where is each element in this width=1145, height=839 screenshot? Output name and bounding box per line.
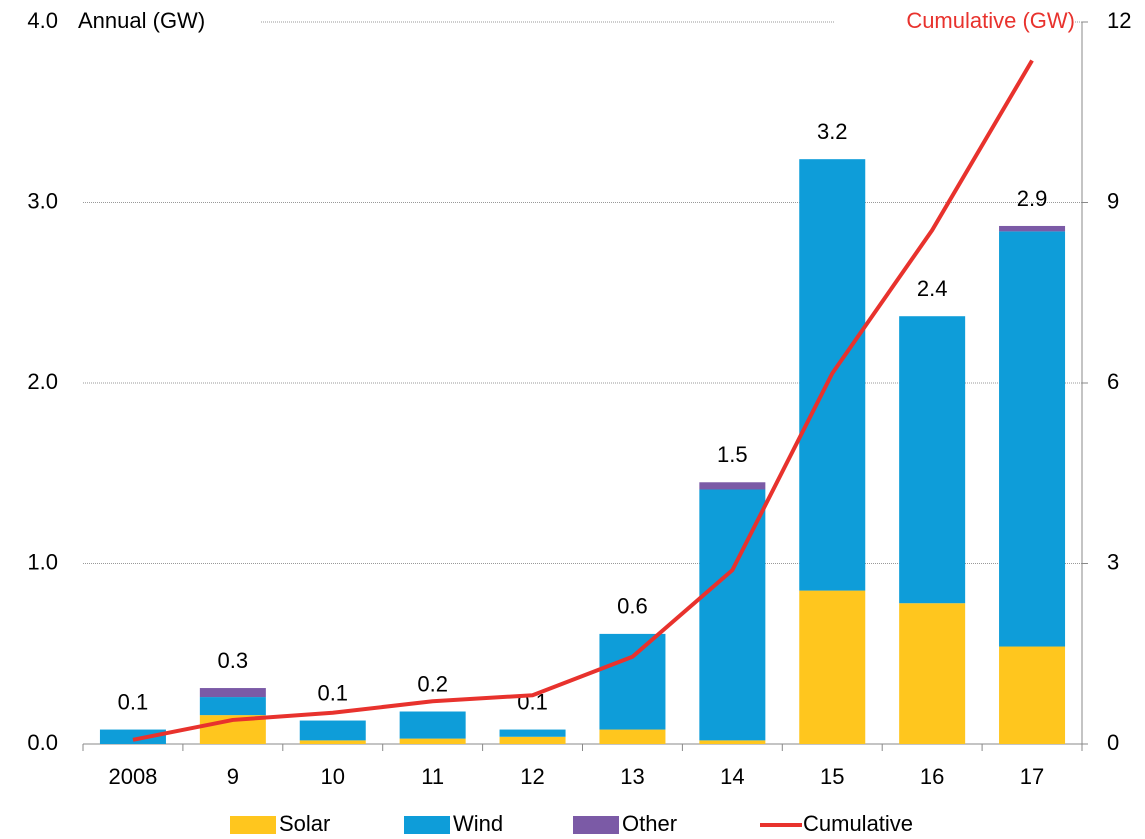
bar-segment [599,633,666,730]
bar-segment [799,590,866,744]
title-bg [70,6,260,40]
x-tick-label: 16 [920,764,944,789]
bar-segment [399,738,466,744]
bar-segment [699,482,766,490]
legend-swatch [404,816,450,834]
bar-segment [999,646,1066,744]
x-tick-label: 2008 [108,764,157,789]
x-tick-label: 10 [321,764,345,789]
y-tick-label: 2.0 [27,369,58,394]
total-label: 0.3 [218,648,249,673]
y-axis-title: Annual (GW) [78,8,205,33]
bar-segment [599,729,666,744]
bar-segment [299,740,366,744]
y2-tick-label: 6 [1107,369,1119,394]
x-tick-label: 14 [720,764,744,789]
bar-segment [899,603,966,744]
x-tick-label: 17 [1020,764,1044,789]
bar-segment [699,489,766,741]
total-label: 0.1 [118,689,149,714]
bar-segment [999,231,1066,647]
x-tick-label: 15 [820,764,844,789]
total-label: 0.1 [317,680,348,705]
y-tick-label: 1.0 [27,549,58,574]
x-tick-label: 13 [620,764,644,789]
bar-segment [499,736,566,744]
total-label: 0.2 [417,671,448,696]
y2-tick-label: 12 [1107,8,1131,33]
bar-segment [699,740,766,744]
legend-label: Cumulative [803,811,913,836]
y2-axis-title: Cumulative (GW) [906,8,1075,33]
bar-segment [199,688,266,698]
y-tick-label: 3.0 [27,188,58,213]
cumulative-line [132,59,1034,742]
total-label: 2.4 [917,276,948,301]
y2-tick-label: 3 [1107,549,1119,574]
bar-segment [399,711,466,739]
bar-segment [199,697,266,716]
total-label: 0.6 [617,594,648,619]
y2-tick-label: 0 [1107,730,1119,755]
y2-tick-label: 9 [1107,188,1119,213]
y-tick-label: 4.0 [27,8,58,33]
bar-segment [499,729,566,737]
total-label: 1.5 [717,442,748,467]
legend-swatch [230,816,276,834]
legend-label: Solar [279,811,330,836]
bar-segment [99,729,166,744]
total-label: 3.2 [817,119,848,144]
legend-label: Wind [453,811,503,836]
legend-swatch [573,816,619,834]
bar-segment [899,316,966,604]
x-tick-label: 12 [520,764,544,789]
x-tick-label: 9 [227,764,239,789]
legend-label: Other [622,811,677,836]
x-tick-label: 11 [421,764,444,789]
total-label: 2.9 [1017,186,1048,211]
bar-segment [299,720,366,741]
y-tick-label: 0.0 [27,730,58,755]
bar-segment [999,225,1066,232]
title-bg [835,6,1075,40]
